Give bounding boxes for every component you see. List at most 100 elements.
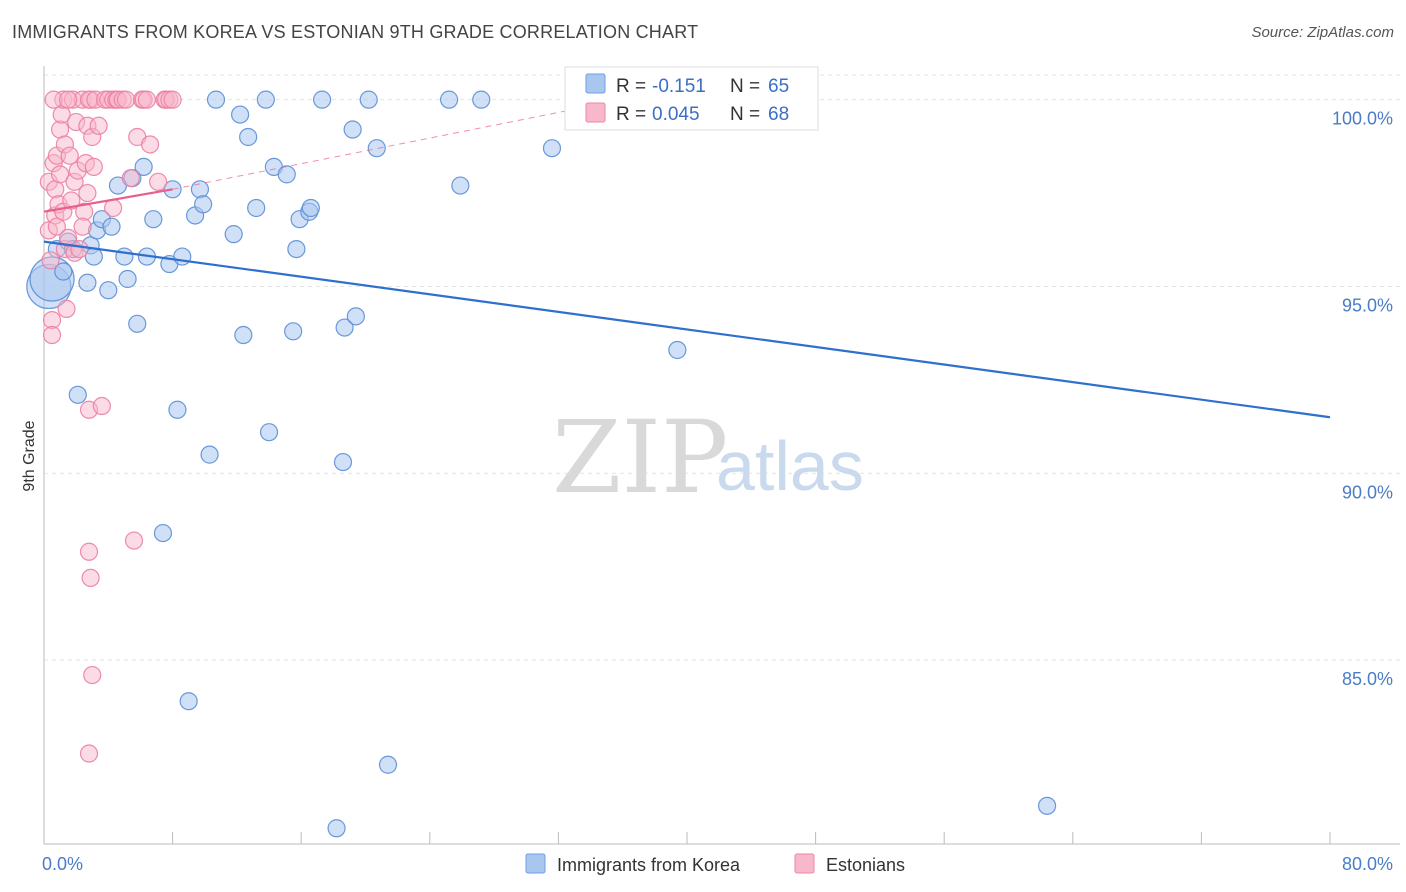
legend-r-label-korea: R = [616, 76, 646, 97]
estonian-point [47, 217, 66, 236]
korea-point [259, 423, 279, 442]
legend-n-value-korea: 65 [768, 76, 789, 97]
korea-trend-line [43, 240, 1331, 419]
watermark: ZIP atlas [552, 399, 864, 516]
korea-point [284, 322, 303, 341]
legend-n-value-estonians: 68 [768, 104, 789, 125]
korea-point [668, 340, 687, 360]
estonian-point [42, 325, 62, 345]
legend-box [564, 66, 819, 131]
korea-point [247, 198, 266, 218]
legend-r-label-estonians: R = [616, 104, 646, 125]
korea-point [239, 127, 258, 147]
y-tick-label: 90.0% [1342, 482, 1393, 502]
estonian-point [121, 168, 140, 188]
estonian-point [89, 116, 108, 135]
estonian-point [137, 90, 156, 109]
legend-swatch-korea [585, 73, 606, 94]
korea-point [144, 210, 163, 229]
korea-point [277, 165, 296, 184]
y-tick-label: 95.0% [1342, 295, 1393, 315]
estonian-point [59, 90, 78, 109]
x-tick-label: 0.0% [42, 854, 83, 874]
korea-point [333, 452, 353, 472]
korea-point [542, 139, 562, 158]
y-tick-label: 85.0% [1342, 669, 1393, 689]
chart-title: IMMIGRANTS FROM KOREA VS ESTONIAN 9TH GR… [12, 22, 699, 42]
korea-point [179, 692, 198, 711]
korea-point [367, 139, 386, 158]
korea-point [231, 105, 250, 124]
estonian-point [50, 165, 70, 184]
korea-point [224, 225, 243, 244]
estonian-point [83, 665, 102, 685]
estonian-point [140, 135, 160, 154]
korea-point [173, 247, 192, 266]
korea-point [439, 90, 459, 109]
estonian-point [116, 90, 136, 109]
trend-layer [43, 99, 1331, 419]
y-axis-label: 9th Grade [21, 420, 38, 491]
korea-point [359, 90, 378, 109]
korea-point [194, 195, 213, 214]
korea-point [54, 262, 73, 281]
grid-layer [44, 74, 1400, 661]
korea-point [102, 217, 121, 236]
stats-legend: R = -0.151 N = 65 R = 0.045 N = 68 [564, 66, 819, 131]
estonian-point [73, 217, 92, 236]
korea-point [128, 314, 147, 333]
legend-n-label-korea: N = [730, 76, 760, 97]
legend-r-value-estonians: 0.045 [652, 104, 700, 125]
korea-point [234, 325, 253, 345]
korea-point [451, 176, 470, 195]
bottom-legend-label-estonians: Estonians [826, 855, 905, 875]
estonian-point [70, 239, 89, 259]
korea-point [301, 198, 320, 218]
estonian-trend-line [43, 188, 173, 213]
korea-point [115, 247, 134, 266]
korea-point [312, 90, 332, 109]
korea-point [118, 269, 137, 289]
korea-point [472, 90, 491, 109]
estonian-point [79, 542, 99, 561]
estonian-point [62, 191, 81, 210]
korea-point [346, 307, 365, 326]
estonian-point [124, 531, 144, 550]
x-tick-label: 80.0% [1342, 854, 1393, 874]
korea-point [206, 90, 226, 109]
korea-point [68, 385, 87, 404]
bottom-legend-swatch-korea [525, 853, 546, 874]
korea-point [256, 90, 275, 109]
korea-point [168, 400, 187, 419]
estonian-point [149, 172, 168, 191]
korea-point [153, 523, 173, 543]
legend-swatch-estonians [585, 102, 606, 123]
estonian-point [59, 228, 78, 247]
estonian-point [81, 568, 100, 588]
korea-point [99, 281, 118, 300]
chart-source: Source: ZipAtlas.com [1251, 24, 1394, 41]
korea-point [78, 273, 97, 292]
estonian-point [78, 183, 97, 203]
points-layer [26, 90, 1057, 838]
korea-point [327, 819, 346, 838]
korea-point [343, 120, 362, 139]
bottom-legend-label-korea: Immigrants from Korea [557, 855, 741, 875]
estonian-point [104, 198, 123, 218]
korea-point [134, 157, 153, 176]
korea-point [335, 318, 354, 337]
korea-point [1037, 796, 1057, 815]
watermark-atlas: atlas [716, 427, 864, 505]
estonian-point [79, 744, 99, 763]
korea-point [378, 755, 398, 774]
korea-point [200, 445, 219, 464]
watermark-zip: ZIP [552, 399, 728, 516]
y-tick-label: 100.0% [1332, 109, 1393, 129]
korea-point [287, 239, 306, 259]
estonian-point [163, 90, 182, 109]
estonian-point [92, 396, 111, 416]
legend-n-label-estonians: N = [730, 104, 760, 125]
series-legend: Immigrants from Korea Estonians [525, 853, 905, 875]
estonian-point [57, 299, 76, 318]
